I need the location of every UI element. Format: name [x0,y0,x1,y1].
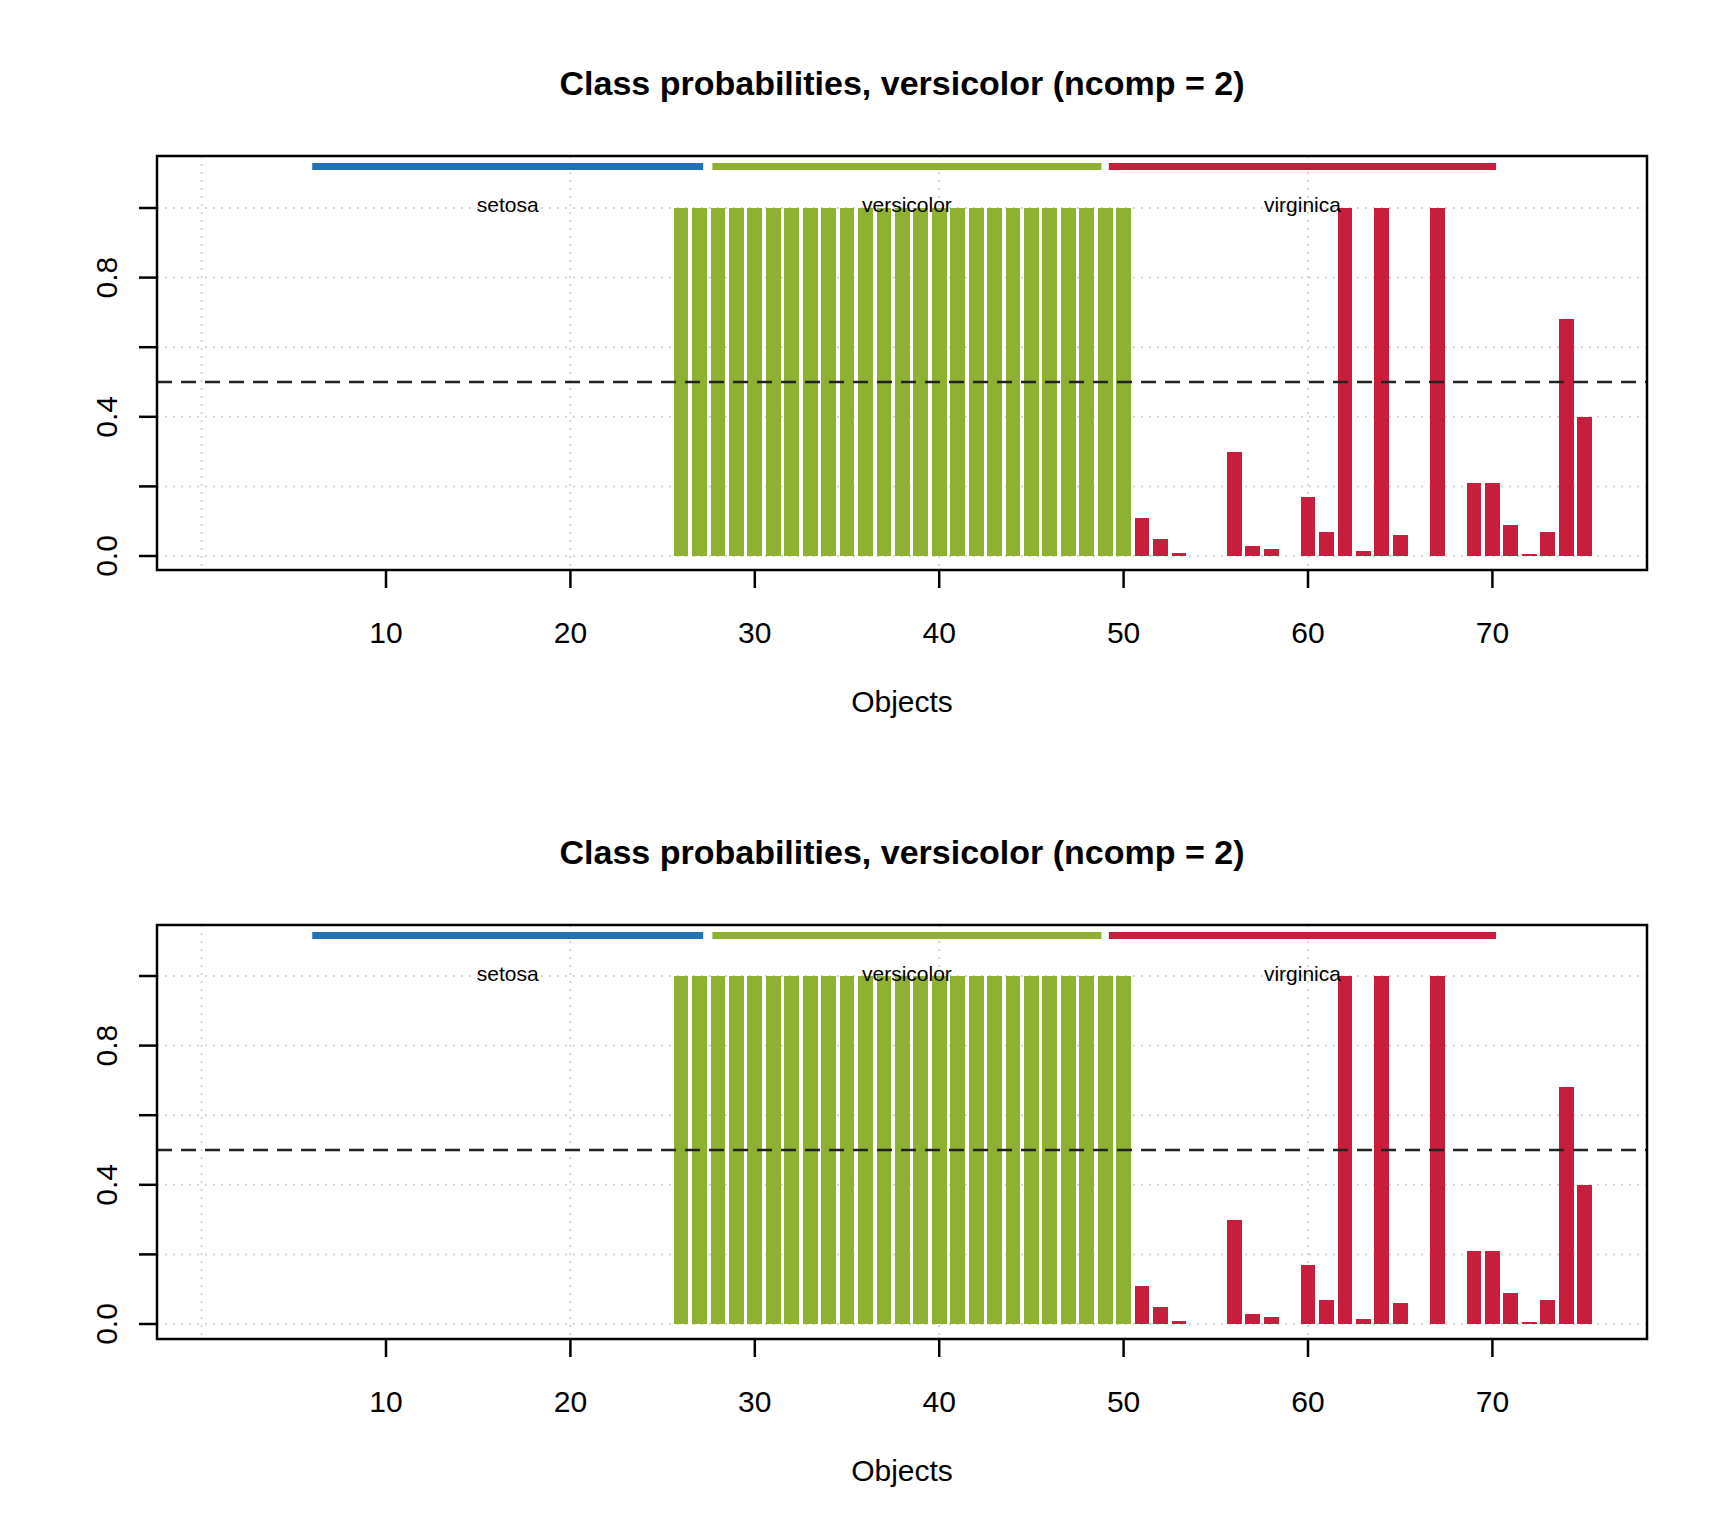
probability-bar [1485,483,1500,556]
x-tick-label: 30 [738,616,771,649]
top-panel-title: Class probabilities, versicolor (ncomp =… [560,64,1245,102]
class-probabilities-figure: 10 20 30 40 50 60 70 0.0 0.4 0.8 setosa versicolor v… [0,0,1728,1536]
probability-bar [1540,1300,1555,1324]
probability-bar [1227,1220,1242,1324]
y-tick-label: 0.8 [90,1025,123,1067]
probability-bar [1245,1314,1260,1324]
probability-bar [1540,532,1555,556]
class-region-label: versicolor [862,193,952,216]
class-region-label: virginica [1264,962,1341,985]
probability-bar [1227,452,1242,556]
probability-bar [1135,518,1150,556]
probability-bar [1503,525,1518,556]
x-tick-label: 40 [923,616,956,649]
probability-bar [1393,1303,1408,1324]
probability-bar [1467,1251,1482,1324]
probability-bar [1356,1319,1371,1324]
x-tick-label: 30 [738,1385,771,1418]
probability-bar [1172,1321,1187,1325]
probability-bar [1559,1087,1574,1324]
probability-bar [1264,1317,1279,1324]
probability-bar [1301,497,1316,556]
x-tick-label: 10 [369,1385,402,1418]
probability-bar [1135,1286,1150,1324]
y-tick-label: 0.4 [90,396,123,438]
probability-bar [1301,1265,1316,1324]
x-tick-label: 50 [1107,1385,1140,1418]
class-region-label: versicolor [862,962,952,985]
probability-bar [1264,549,1279,556]
class-region-label: setosa [477,962,539,985]
bottom-panel: 10 20 30 40 50 60 70 0.0 0.4 0.8 setosa versicolor v… [90,925,1647,1418]
probability-bar [1245,546,1260,556]
probability-bar [1319,532,1334,556]
x-tick-label: 20 [554,1385,587,1418]
y-tick-label: 0.0 [90,535,123,577]
y-tick-label: 0.8 [90,257,123,299]
x-tick-label: 60 [1291,616,1324,649]
probability-bar [1503,1293,1518,1324]
x-tick-label: 10 [369,616,402,649]
probability-bar [1559,319,1574,556]
x-tick-label: 60 [1291,1385,1324,1418]
probability-bar [1577,1185,1592,1324]
probability-bar [1522,554,1537,556]
top-panel-xlabel: Objects [851,685,953,718]
top-panel: 10 20 30 40 50 60 70 0.0 0.4 0.8 setosa versicolor v… [90,156,1647,649]
probability-bar [1393,535,1408,556]
x-tick-label: 40 [923,1385,956,1418]
probability-bar [1356,551,1371,556]
x-tick-label: 70 [1476,1385,1509,1418]
x-tick-label: 20 [554,616,587,649]
x-tick-label: 70 [1476,616,1509,649]
bottom-panel-xlabel: Objects [851,1454,953,1487]
probability-bar [1485,1251,1500,1324]
probability-bar [1319,1300,1334,1324]
x-tick-label: 50 [1107,616,1140,649]
y-tick-label: 0.0 [90,1303,123,1345]
y-tick-label: 0.4 [90,1164,123,1206]
bottom-panel-title: Class probabilities, versicolor (ncomp =… [560,833,1245,871]
probability-bar [1153,1307,1168,1324]
probability-bar [1153,539,1168,556]
probability-bar [1577,417,1592,556]
probability-bar [1467,483,1482,556]
probability-bar [1172,553,1187,557]
class-region-label: virginica [1264,193,1341,216]
probability-bar [1522,1322,1537,1324]
class-region-label: setosa [477,193,539,216]
